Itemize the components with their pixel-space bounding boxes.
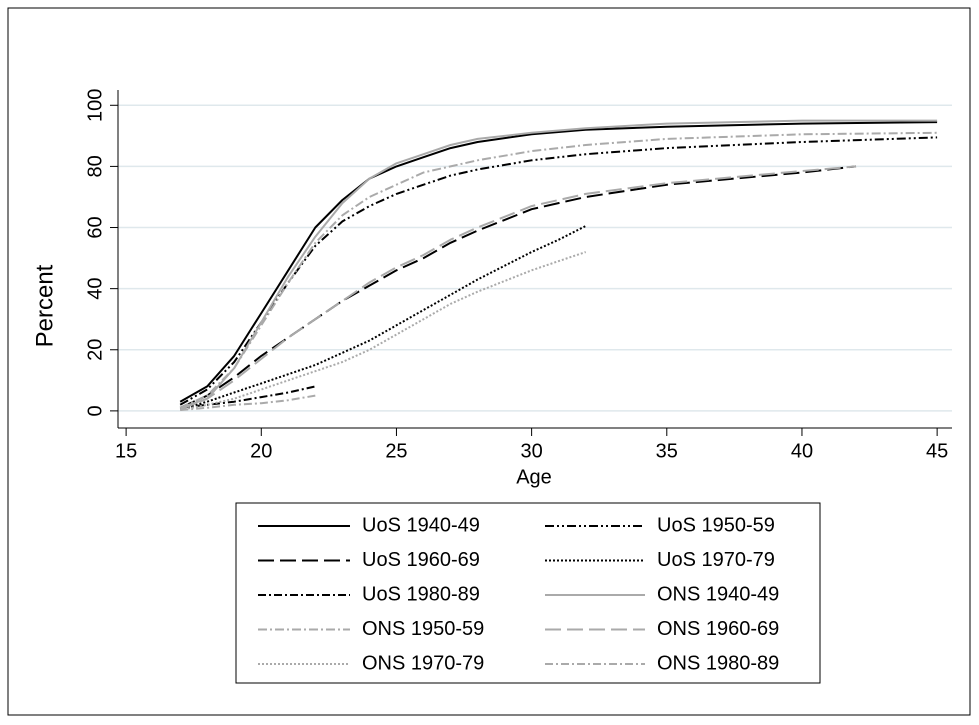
legend-label: UoS 1940-49: [362, 514, 480, 536]
legend-label: UoS 1980-89: [362, 583, 480, 605]
legend-label: ONS 1950-59: [362, 618, 484, 640]
x-tick-label: 45: [926, 440, 948, 462]
x-tick-label: 20: [250, 440, 272, 462]
x-axis-label: Age: [516, 466, 552, 488]
legend-label: ONS 1980-89: [657, 652, 779, 674]
series-line: [179, 131, 938, 409]
series-line: [179, 225, 587, 411]
y-tick-label: 100: [84, 89, 106, 122]
series-line: [179, 119, 938, 409]
y-tick-label: 20: [84, 339, 106, 361]
y-axis-label: Percent: [31, 264, 58, 347]
legend-label: UoS 1950-59: [657, 514, 775, 536]
series-line: [179, 136, 938, 406]
legend-label: UoS 1970-79: [657, 549, 775, 571]
y-tick-label: 60: [84, 216, 106, 238]
series-line: [179, 165, 857, 409]
legend-label: ONS 1940-49: [657, 583, 779, 605]
series-line: [180, 394, 316, 411]
series-line: [179, 165, 857, 411]
x-tick-label: 15: [115, 440, 137, 462]
legend-label: ONS 1960-69: [657, 618, 779, 640]
series-line: [180, 385, 316, 409]
x-tick-label: 40: [791, 440, 813, 462]
series-line: [180, 251, 587, 411]
x-tick-label: 25: [385, 440, 407, 462]
x-tick-label: 35: [656, 440, 678, 462]
series-line: [179, 121, 938, 403]
legend-label: UoS 1960-69: [362, 549, 480, 571]
legend-box: [235, 502, 821, 684]
y-tick-label: 80: [84, 155, 106, 177]
y-tick-label: 40: [84, 278, 106, 300]
y-tick-label: 0: [84, 405, 106, 416]
x-tick-label: 30: [520, 440, 542, 462]
legend-label: ONS 1970-79: [362, 652, 484, 674]
